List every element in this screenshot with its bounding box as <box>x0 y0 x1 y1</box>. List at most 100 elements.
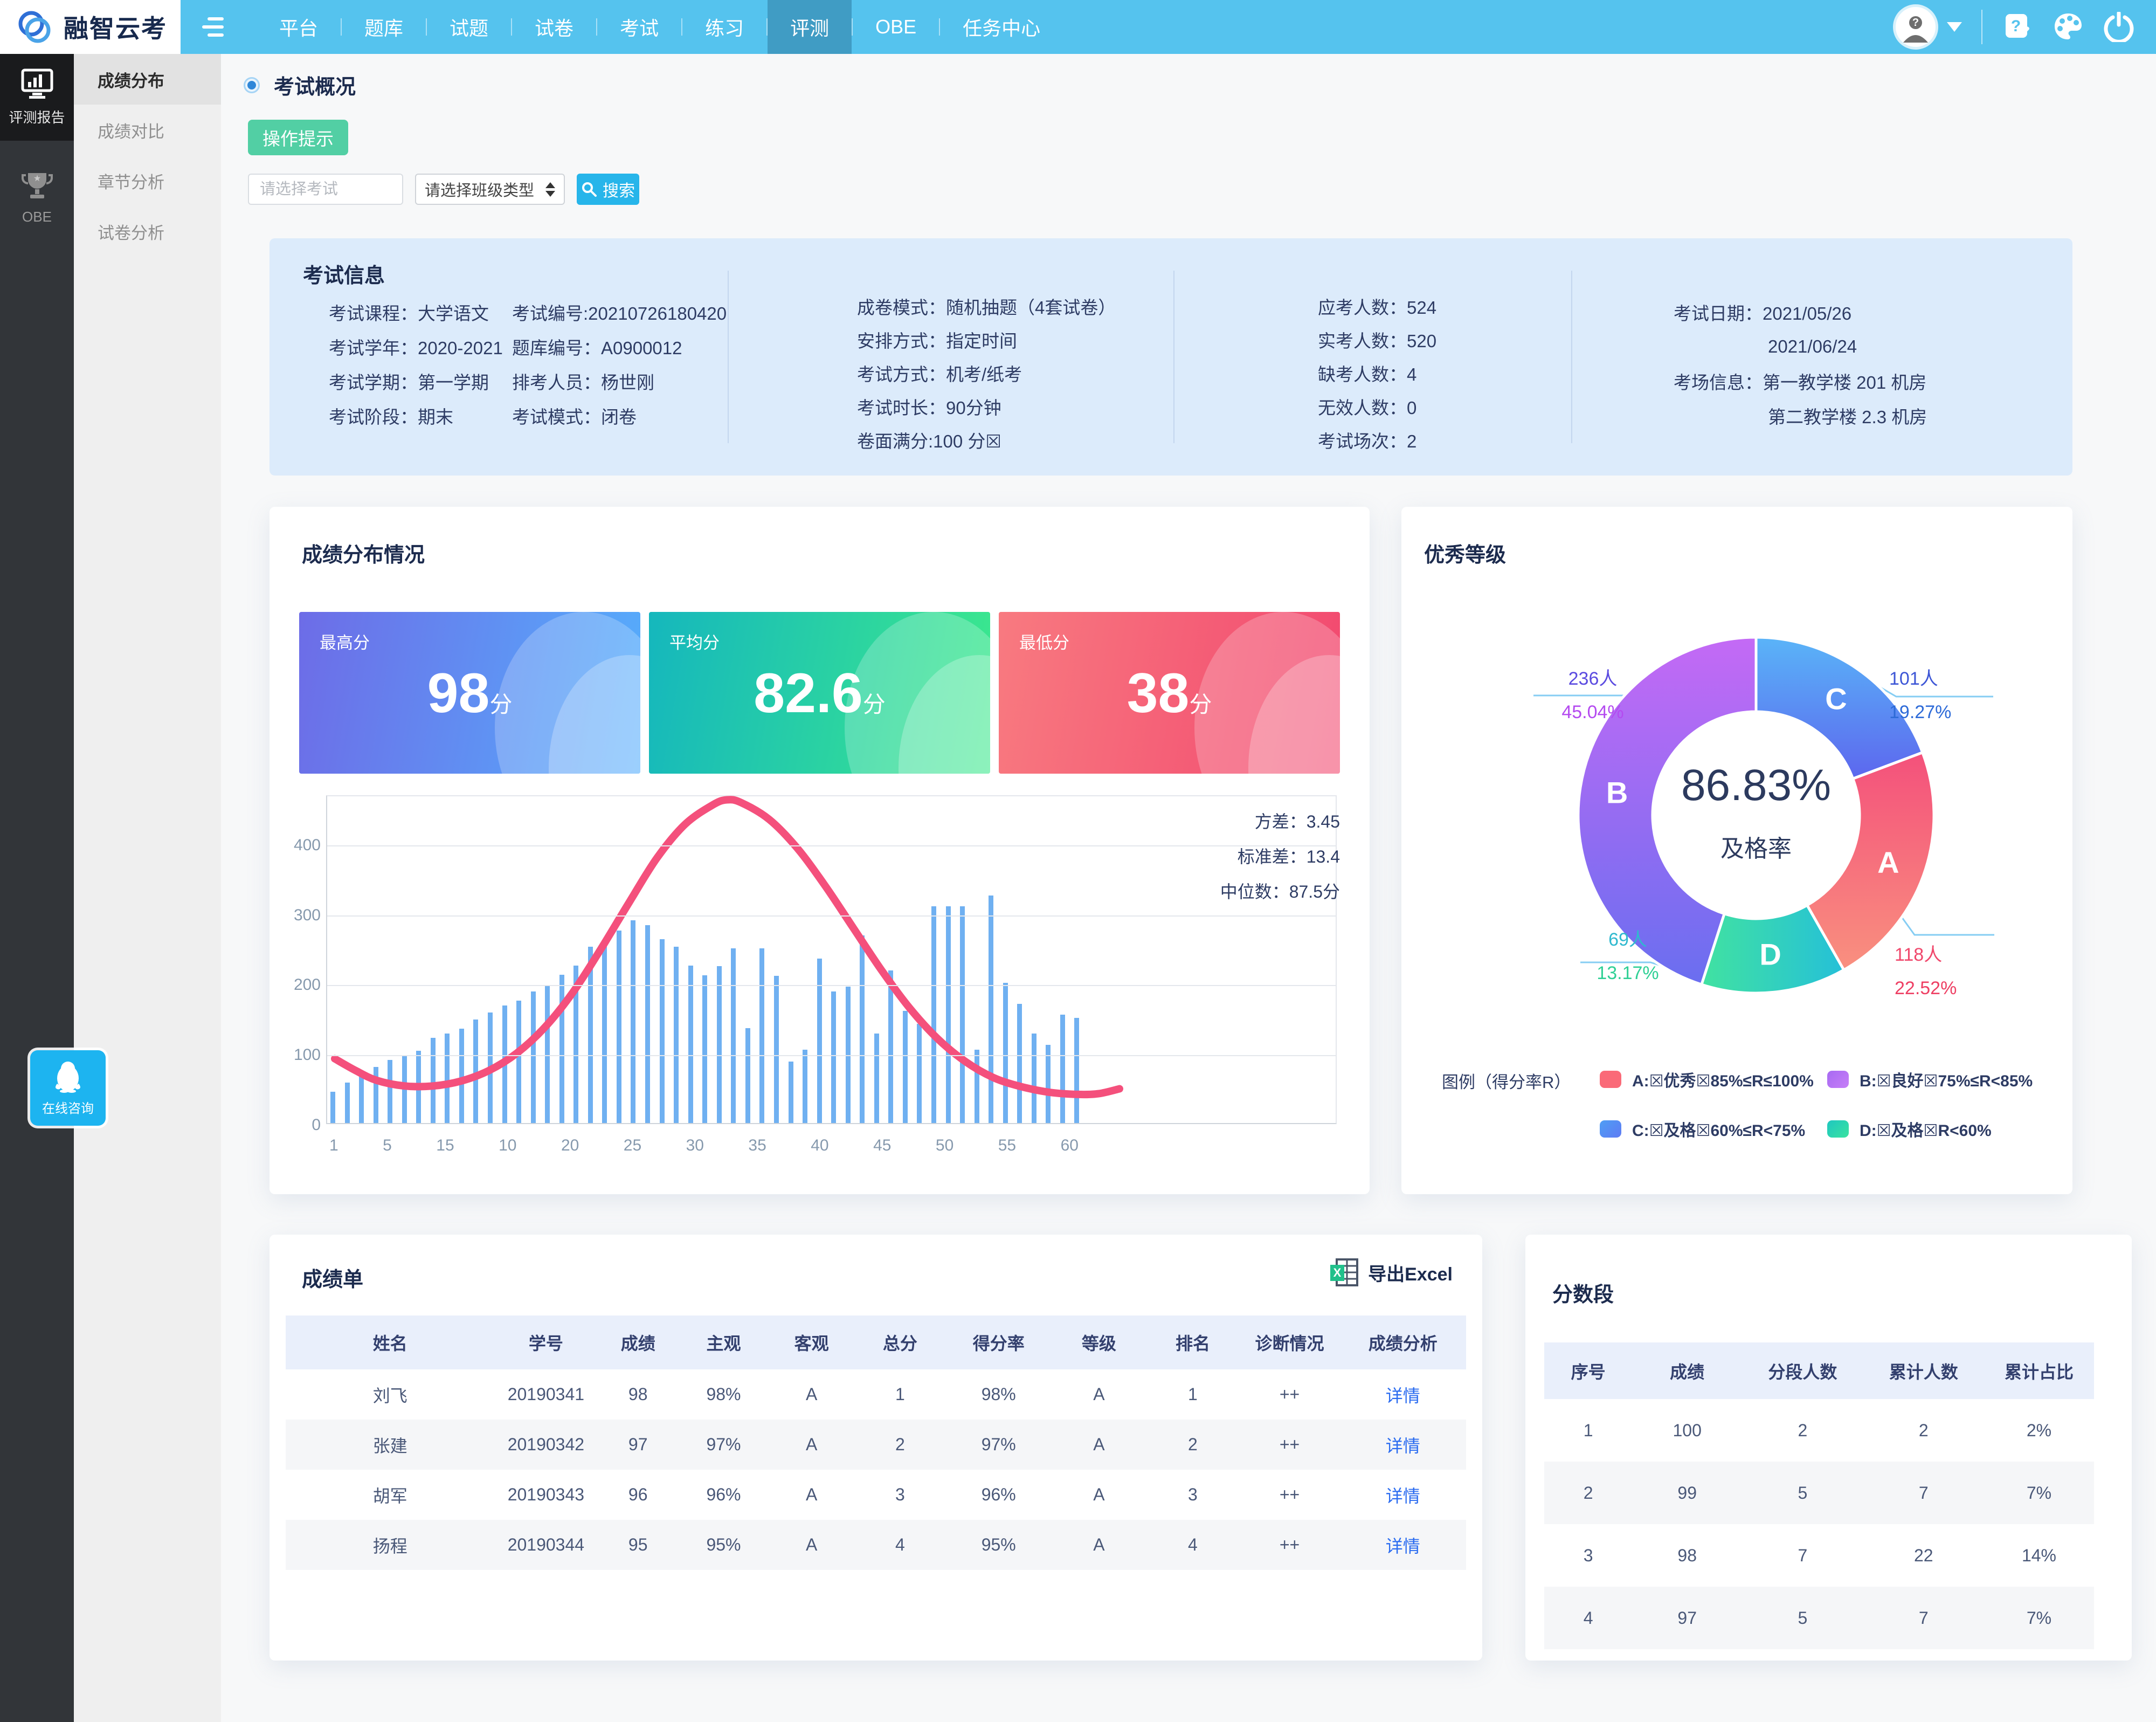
table-cell: A <box>1093 1535 1105 1554</box>
help-icon[interactable]: ? <box>2002 11 2033 43</box>
sidebar-item-label: 评测报告 <box>9 109 65 126</box>
submenu-item[interactable]: 章节分析 <box>98 173 164 192</box>
table-cell: A <box>805 1435 818 1454</box>
legend-swatch-D <box>1827 1120 1849 1138</box>
nav-item[interactable]: 任务中心 <box>963 17 1041 39</box>
histogram-bar <box>616 931 621 1123</box>
info-line: 考试时长：90分钟 <box>857 398 1001 418</box>
table-cell: 95% <box>981 1535 1016 1554</box>
distribution-metrics: 方差：3.45 标准差：13.4 中位数：87.5分 <box>1220 804 1340 910</box>
table-header: 学号 <box>494 1315 598 1369</box>
info-line: 安排方式：指定时间 <box>857 331 1017 351</box>
info-line: 2021/06/24 <box>1768 336 1857 356</box>
submenu-item[interactable]: 成绩对比 <box>98 122 164 141</box>
exam-info-col-2: 考试编号:20210726180420 题库编号：A0900012 排考人员：杨世刚… <box>512 295 727 433</box>
histogram-bar <box>373 1067 378 1123</box>
table-header: 姓名 <box>286 1315 495 1369</box>
hamburger-icon[interactable] <box>202 17 227 37</box>
class-type-select[interactable]: 请选择班级类型 <box>415 174 565 205</box>
legend-item-B: B:☒良好☒75%≤R<85% <box>1827 1067 2033 1091</box>
table-cell: 4 <box>1188 1535 1198 1554</box>
callout-B: 236人 45.04% <box>1561 669 1624 722</box>
table-cell: 详情 <box>1340 1420 1466 1470</box>
table-cell: 100 <box>1673 1420 1702 1440</box>
histogram-bar <box>860 935 865 1123</box>
table-cell: 7% <box>2026 1608 2052 1628</box>
nav-separator <box>511 18 513 36</box>
histogram-bar <box>917 1023 922 1123</box>
online-consult-button[interactable]: 在线咨询 <box>30 1050 106 1126</box>
histogram-plot: 0 100 200 300 400 <box>294 795 1337 1134</box>
stat-card-avg: 平均分 82.6分 <box>649 612 990 774</box>
detail-link[interactable]: 详情 <box>1385 1386 1420 1406</box>
info-line: 考试模式：闭卷 <box>512 407 637 427</box>
nav-item[interactable]: 评测 <box>768 0 852 54</box>
exam-info-col-5: 考试日期：2021/05/26 2021/06/24 考场信息：第一教学楼 201 … <box>1674 295 1927 433</box>
table-cell: ++ <box>1279 1535 1300 1554</box>
navbar-divider <box>1981 10 1982 44</box>
stat-cards-row: 最高分 98分 平均分 82.6分 最低分 38分 <box>299 612 1340 774</box>
svg-text:C: C <box>1825 681 1847 715</box>
exam-select-input[interactable] <box>248 174 403 205</box>
histogram-bar <box>931 906 936 1123</box>
histogram-bar <box>1060 1014 1065 1123</box>
nav-item[interactable]: 考试 <box>620 17 659 39</box>
gridline <box>327 985 1336 987</box>
histogram-bar <box>888 970 894 1123</box>
nav-item[interactable]: 练习 <box>705 17 744 39</box>
sidebar-item-report[interactable]: 评测报告 <box>0 54 74 141</box>
sidebar-item-label: OBE <box>22 209 52 225</box>
brand-logo[interactable]: 融智云考 <box>0 0 181 54</box>
tip-button[interactable]: 操作提示 <box>248 120 348 155</box>
submenu-item[interactable]: 试卷分析 <box>98 223 164 243</box>
nav-item[interactable]: 试题 <box>450 17 489 39</box>
search-button[interactable]: 搜索 <box>577 174 639 205</box>
info-line: 卷面满分:100 分☒ <box>857 431 1001 451</box>
histogram-bar <box>874 1033 879 1123</box>
table-cell: 97 <box>628 1435 648 1454</box>
y-tick-label: 100 <box>293 1046 321 1064</box>
user-menu[interactable]: ? <box>1893 4 1962 50</box>
table-cell: 详情 <box>1340 1369 1466 1420</box>
histogram-bar <box>1017 1004 1022 1123</box>
overview-radio[interactable] <box>244 77 260 93</box>
table-cell: 95% <box>706 1535 741 1554</box>
nav-item[interactable]: 题库 <box>364 17 404 39</box>
svg-text:D: D <box>1759 938 1781 972</box>
table-header: 客观 <box>768 1315 855 1369</box>
nav-item[interactable]: 平台 <box>279 17 319 39</box>
detail-link[interactable]: 详情 <box>1385 1486 1420 1506</box>
info-line: 无效人数：0 <box>1318 398 1417 418</box>
table-header: 排名 <box>1146 1315 1240 1369</box>
y-tick-label: 0 <box>312 1116 321 1134</box>
submenu-item[interactable]: 成绩分布 <box>74 54 221 105</box>
metric-median: 中位数：87.5分 <box>1220 882 1340 901</box>
user-avatar[interactable]: ? <box>1893 4 1938 50</box>
table-cell: 20190341 <box>507 1385 585 1404</box>
table-cell: 1 <box>1188 1385 1198 1404</box>
nav-item[interactable]: OBE <box>875 16 917 38</box>
export-excel-button[interactable]: X 导出Excel <box>1329 1257 1453 1287</box>
score-table-title: 成绩单 <box>302 1269 364 1291</box>
table-cell: 5 <box>1798 1608 1808 1628</box>
nav-separator <box>426 18 427 36</box>
detail-link[interactable]: 详情 <box>1385 1536 1420 1556</box>
nav-separator <box>341 18 342 36</box>
power-icon[interactable] <box>2103 11 2134 43</box>
sidebar-item-obe[interactable]: ★ OBE <box>0 157 74 239</box>
detail-link[interactable]: 详情 <box>1385 1436 1420 1456</box>
table-cell: 98 <box>1677 1545 1697 1565</box>
histogram-bar <box>516 1000 522 1123</box>
dropdown-caret-icon[interactable] <box>1947 22 1962 32</box>
nav-item[interactable]: 试卷 <box>535 17 574 39</box>
table-header: 分段人数 <box>1742 1342 1863 1399</box>
table-cell: 胡军 <box>372 1486 407 1506</box>
legend-title: 图例（得分率R） <box>1442 1073 1571 1092</box>
x-tick-label: 25 <box>623 1136 642 1154</box>
histogram-bar <box>330 1091 335 1123</box>
palette-icon[interactable] <box>2053 11 2084 43</box>
histogram-bar <box>731 948 736 1123</box>
table-cell: A <box>805 1485 818 1504</box>
histogram-bar <box>530 991 536 1123</box>
